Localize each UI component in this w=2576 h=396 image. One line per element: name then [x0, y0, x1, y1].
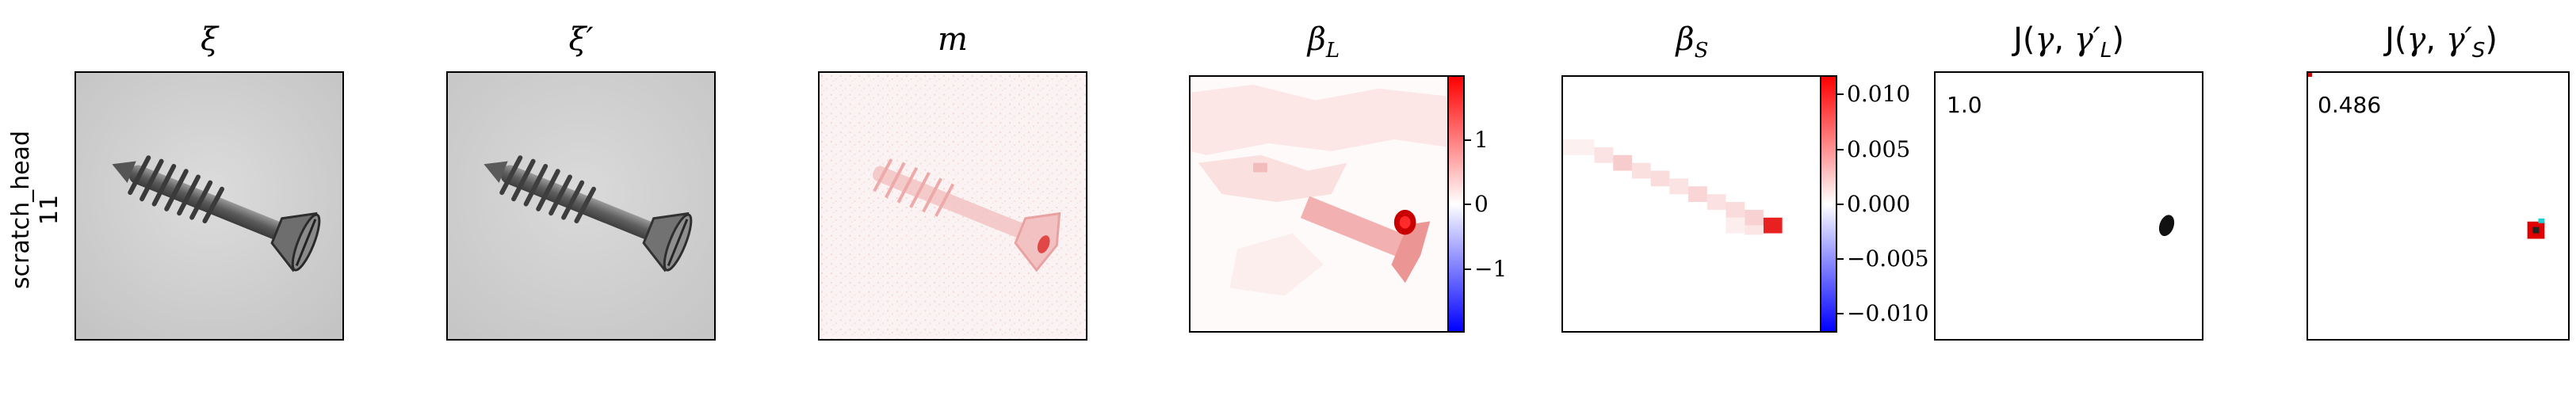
colorbar-beta-small	[1820, 75, 1837, 333]
colorbar-l-tick-1: 1	[1474, 127, 1489, 153]
row-label-index: 11	[36, 194, 63, 226]
colorbar-s-tick-0000: 0.000	[1847, 191, 1911, 217]
colorbar-s-tick-0005: 0.005	[1847, 136, 1911, 162]
j-large-mask	[1936, 73, 2202, 339]
panel-difference-map	[818, 71, 1087, 341]
colorbar-s-tick-neg0010: −0.010	[1847, 300, 1929, 326]
panel-beta-large	[1189, 75, 1450, 333]
row-label-category: scratch_head	[7, 131, 35, 290]
title-j-gamma-s: J(γ, γ′S)	[2385, 21, 2498, 63]
colorbar-beta-large	[1447, 75, 1465, 333]
title-beta-s: βS	[1676, 21, 1709, 63]
j-large-value: 1.0	[1947, 92, 1982, 118]
colorbar-s-tick-neg0005: −0.005	[1847, 246, 1929, 272]
beta-large-heatmap	[1191, 77, 1449, 331]
panel-j-large: 1.0	[1934, 71, 2203, 341]
difference-map-image	[820, 73, 1086, 339]
screw-photo-reconstruction	[448, 73, 714, 339]
j-small-mask	[2308, 73, 2568, 339]
colorbar-l-tick-neg1: −1	[1474, 256, 1508, 282]
title-xi-prime: ξ′	[568, 21, 594, 58]
row-label: scratch_head 11	[0, 75, 71, 345]
title-m: m	[938, 21, 968, 58]
colorbar-l-tick-0: 0	[1474, 191, 1489, 217]
screw-photo-original	[76, 73, 342, 339]
title-j-gamma-l: J(γ, γ′L)	[2013, 21, 2124, 63]
panel-j-small: 0.486	[2307, 71, 2570, 341]
panel-beta-small	[1561, 75, 1823, 333]
title-beta-l: βL	[1307, 21, 1340, 63]
j-small-value: 0.486	[2318, 92, 2382, 118]
beta-small-heatmap	[1563, 77, 1821, 331]
panel-original-image	[75, 71, 344, 341]
title-xi: ξ	[200, 21, 219, 58]
panel-reconstruction-image	[446, 71, 716, 341]
colorbar-s-tick-0010: 0.010	[1847, 81, 1911, 107]
